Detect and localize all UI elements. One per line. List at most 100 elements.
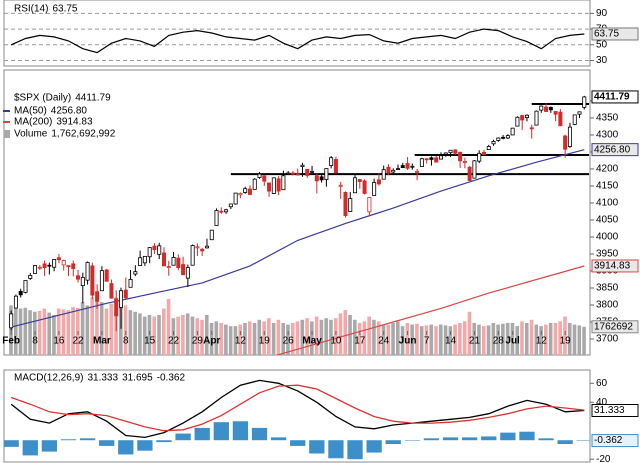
volume-bar bbox=[161, 308, 166, 355]
volume-bar bbox=[228, 326, 233, 355]
histogram-bar bbox=[385, 440, 401, 445]
macd-line bbox=[10, 384, 585, 432]
x-tick-label: May bbox=[302, 336, 322, 347]
volume-bar bbox=[37, 310, 42, 355]
volume-bar bbox=[47, 312, 51, 355]
volume-bar bbox=[319, 319, 324, 355]
volume-bar bbox=[577, 325, 582, 355]
x-tick-label: Jul bbox=[505, 336, 520, 347]
volume-bar bbox=[486, 325, 491, 355]
candle-body bbox=[219, 210, 224, 213]
candle-body bbox=[157, 245, 162, 255]
candle-body bbox=[90, 265, 95, 296]
y-tick-label: 4000 bbox=[596, 232, 619, 243]
histogram-bar bbox=[194, 427, 210, 441]
volume-bar bbox=[13, 306, 18, 355]
candle-body bbox=[496, 137, 501, 141]
candle-body bbox=[553, 111, 558, 115]
histogram-bar bbox=[500, 432, 516, 441]
volume-bar bbox=[295, 321, 300, 355]
candle-body bbox=[281, 175, 286, 191]
y-tick-label: 4050 bbox=[596, 215, 619, 226]
candle-body bbox=[33, 265, 38, 274]
candle-body bbox=[152, 245, 157, 250]
candle-body bbox=[99, 270, 104, 292]
histogram-bar bbox=[213, 422, 229, 441]
x-tick-label: Feb bbox=[2, 336, 20, 347]
y-tick-label: 60 bbox=[596, 378, 608, 389]
volume-bar bbox=[142, 316, 147, 355]
candle-body bbox=[310, 170, 315, 173]
candle-body bbox=[233, 192, 238, 205]
candle-body bbox=[228, 203, 233, 208]
volume-bar bbox=[415, 323, 419, 355]
y-tick-label: 40 bbox=[596, 397, 608, 408]
histogram-bar bbox=[4, 440, 19, 447]
volume-bar bbox=[66, 310, 71, 355]
x-tick-label: 15 bbox=[144, 336, 156, 347]
volume-bar bbox=[152, 316, 157, 355]
candle-body bbox=[200, 248, 205, 252]
histogram-bar bbox=[557, 440, 573, 445]
histogram-bar bbox=[538, 438, 554, 441]
candle-body bbox=[37, 266, 42, 269]
candle-body bbox=[276, 178, 281, 192]
histogram-bar bbox=[290, 440, 306, 446]
volume-bar bbox=[520, 321, 524, 355]
histogram-bar bbox=[481, 436, 497, 441]
candle-body bbox=[481, 151, 486, 156]
volume-bar bbox=[491, 322, 496, 355]
value-badge-label: 4411.79 bbox=[594, 92, 630, 103]
volume-bar bbox=[224, 324, 228, 355]
histogram-bar bbox=[137, 440, 153, 451]
volume-bar bbox=[458, 322, 462, 355]
candle-body bbox=[95, 291, 100, 302]
volume-bar bbox=[276, 319, 281, 355]
volume-bar bbox=[333, 318, 338, 355]
volume-bar bbox=[190, 316, 195, 355]
volume-bar bbox=[324, 318, 328, 355]
candle-body bbox=[391, 169, 396, 173]
candle-body bbox=[324, 168, 329, 180]
value-badge bbox=[591, 434, 639, 448]
y-tick-label: 3850 bbox=[596, 283, 619, 294]
candle-body bbox=[548, 107, 553, 111]
volume-bar bbox=[109, 303, 114, 355]
volume-bar bbox=[157, 314, 161, 355]
rsi-line bbox=[10, 28, 585, 54]
candle-body bbox=[267, 182, 272, 192]
candle-body bbox=[295, 173, 300, 176]
volume-bar bbox=[381, 324, 386, 355]
candle-body bbox=[333, 159, 338, 174]
candle-body bbox=[577, 111, 582, 115]
candle-body bbox=[438, 155, 443, 160]
panel-frame bbox=[3, 369, 591, 463]
histogram-bar bbox=[404, 440, 420, 441]
x-tick-label: 28 bbox=[493, 336, 505, 347]
candle-body bbox=[319, 176, 324, 181]
value-badge-label: 4256.80 bbox=[594, 144, 631, 155]
x-tick-label: 16 bbox=[53, 336, 65, 347]
volume-bar bbox=[481, 326, 486, 355]
volume-bar bbox=[438, 324, 443, 355]
histogram-bar bbox=[347, 440, 363, 460]
volume-bar bbox=[185, 313, 190, 355]
legend-swatch bbox=[4, 130, 10, 138]
volume-bar bbox=[247, 321, 252, 355]
volume-bar bbox=[166, 298, 171, 355]
volume-bar bbox=[462, 321, 467, 355]
candle-body bbox=[415, 170, 420, 173]
volume-bar bbox=[257, 319, 262, 355]
volume-bar bbox=[386, 324, 391, 355]
panel-frame bbox=[3, 0, 591, 67]
candle-body bbox=[271, 177, 276, 194]
value-badge bbox=[591, 259, 639, 273]
x-tick-label: Jun bbox=[399, 336, 417, 347]
value-badge-label: 31.333 bbox=[594, 405, 625, 416]
volume-bar bbox=[505, 322, 510, 355]
value-badge-label: -0.362 bbox=[594, 435, 623, 446]
volume-bar bbox=[353, 319, 357, 355]
value-badge-label: 1762692 bbox=[594, 321, 633, 332]
x-tick-label: 8 bbox=[32, 336, 38, 347]
